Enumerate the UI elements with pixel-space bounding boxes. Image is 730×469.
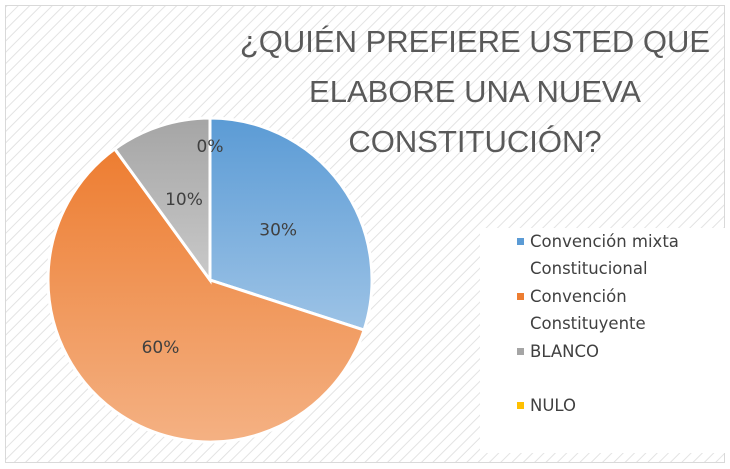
pie-slice xyxy=(46,146,366,444)
legend-item: NULO xyxy=(480,392,715,419)
pie-slice xyxy=(208,116,374,332)
legend-swatch xyxy=(517,293,524,300)
legend-label: Convención mixta Constitucional xyxy=(530,232,679,278)
data-label: 60% xyxy=(142,338,180,358)
pie-slice xyxy=(112,116,212,285)
legend-label: NULO xyxy=(530,396,577,415)
legend-swatch xyxy=(517,402,524,409)
chart-title: ¿QUIÉN PREFIERE USTED QUE ELABORE UNA NU… xyxy=(239,24,711,159)
data-label: 0% xyxy=(197,137,224,157)
legend-swatch xyxy=(517,238,524,245)
legend-item: Convención mixta Constitucional xyxy=(480,228,715,282)
data-label: 30% xyxy=(259,220,297,240)
legend-label: Convención Constituyente xyxy=(530,287,646,333)
legend: Convención mixta Constitucional Convenció… xyxy=(480,228,725,453)
legend-item: BLANCO xyxy=(480,338,715,365)
legend-swatch xyxy=(517,348,524,355)
legend-label: BLANCO xyxy=(530,342,600,361)
data-label: 10% xyxy=(165,190,203,210)
legend-item: Convención Constituyente xyxy=(480,283,715,337)
